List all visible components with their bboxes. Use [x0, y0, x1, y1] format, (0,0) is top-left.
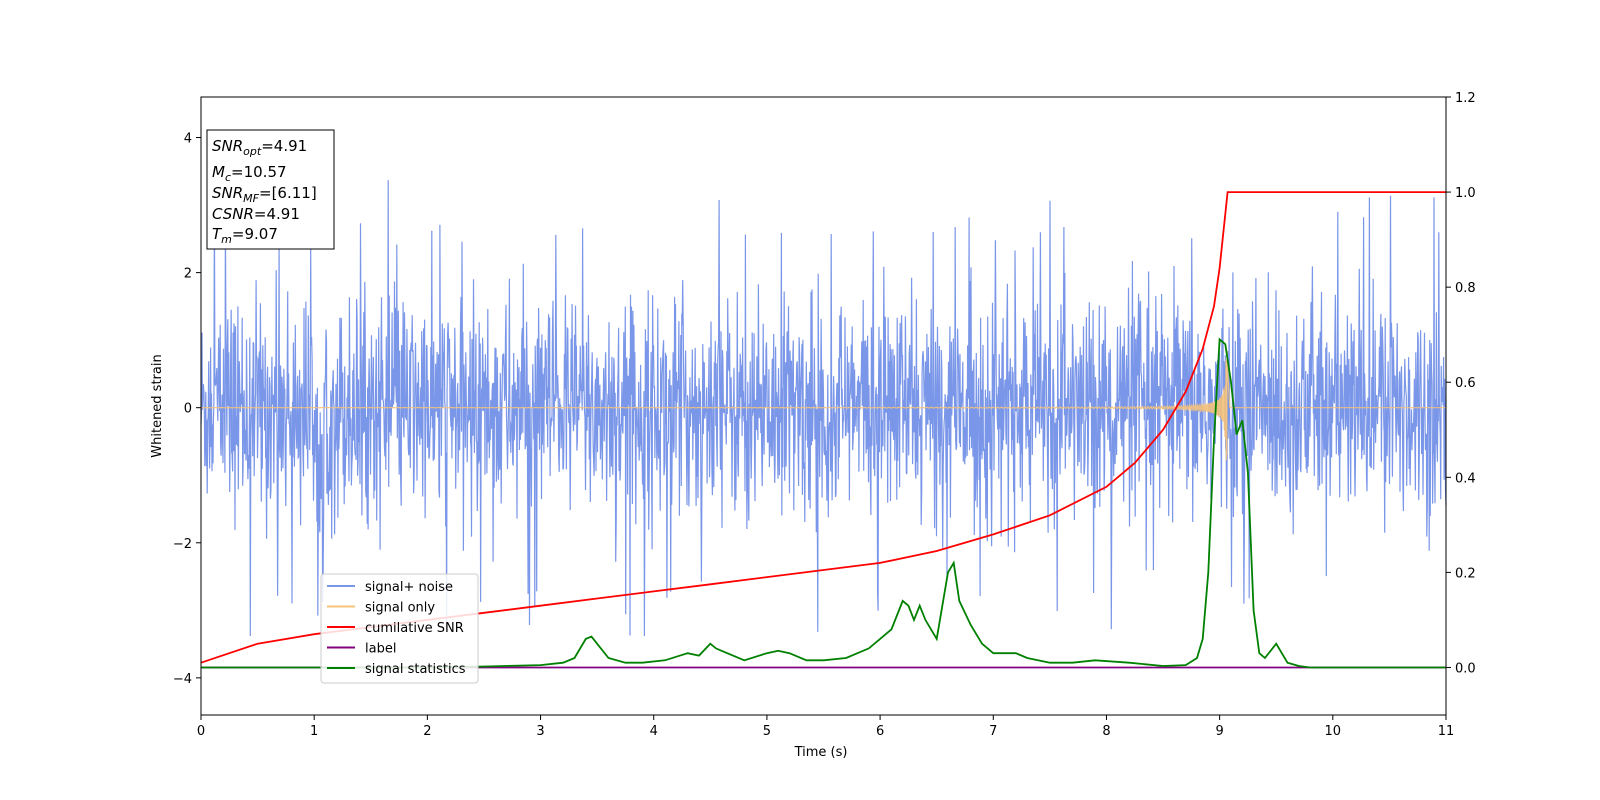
y2-tick-label: 0.0	[1455, 661, 1476, 676]
annotation-line: Mc=10.57	[212, 163, 287, 184]
annotation-frame	[206, 129, 335, 250]
annotation-line: SNRopt=4.91	[212, 137, 307, 158]
legend-entry: signal+ noise	[365, 580, 453, 595]
x-tick-label: 2	[423, 724, 431, 739]
y2-tick-label: 0.2	[1455, 566, 1476, 581]
x-tick-label: 9	[1215, 724, 1223, 739]
legend-entry: cumilative SNR	[365, 621, 464, 636]
x-tick-label: 7	[989, 724, 997, 739]
x-tick-label: 3	[536, 724, 544, 739]
x-tick-label: 4	[650, 724, 658, 739]
x-tick-label: 11	[1438, 724, 1455, 739]
y2-axis-ticks: 0.0 0.2 0.4 0.6 0.8 1.0 1.2	[1446, 91, 1476, 676]
x-tick-label: 0	[197, 724, 205, 739]
annotation-line: SNRMF=[6.11]	[212, 184, 317, 205]
legend-entry: signal only	[365, 601, 435, 616]
annotation-line: CSNR=4.91	[212, 205, 300, 223]
y-tick-label: 0	[184, 402, 192, 417]
legend-frame	[320, 573, 479, 684]
legend-entry: signal statistics	[365, 662, 466, 677]
y-tick-label: 4	[184, 132, 192, 147]
y2-tick-label: 0.4	[1455, 471, 1476, 486]
y2-tick-label: 0.6	[1455, 376, 1476, 391]
x-tick-label: 6	[876, 724, 884, 739]
parameter-annotation-box: SNRopt=4.91 Mc=10.57SNRMF=[6.11]CSNR=4.91…	[206, 129, 335, 250]
x-tick-label: 5	[763, 724, 771, 739]
y2-tick-label: 0.8	[1455, 281, 1476, 296]
x-tick-label: 10	[1325, 724, 1342, 739]
x-tick-label: 1	[310, 724, 318, 739]
x-axis-ticks: 0 1 2 3 4 5 6 7 8 9 10 11	[197, 715, 1454, 739]
y-tick-label: −4	[173, 672, 192, 687]
annotation-line: Tm=9.07	[212, 225, 278, 246]
y-axis-ticks: −4 −2 0 2 4	[173, 132, 201, 687]
y-tick-label: −2	[173, 537, 192, 552]
legend-entry: label	[365, 642, 396, 657]
x-tick-label: 8	[1102, 724, 1110, 739]
y2-tick-label: 1.2	[1455, 91, 1476, 106]
y-axis-label: Whitened strain	[150, 354, 165, 457]
signal-noise-series	[200, 180, 1447, 637]
signal-noise-line	[200, 180, 1447, 637]
legend: signal+ noise signal only cumilative SNR la…	[320, 573, 479, 684]
plot-area-frame	[200, 96, 1447, 716]
signal-statistics-line	[201, 337, 1446, 669]
y2-tick-label: 1.0	[1455, 186, 1476, 201]
signal-only-line	[200, 350, 1446, 461]
y-tick-label: 2	[184, 267, 192, 282]
signal-only-series	[200, 350, 1446, 461]
x-axis-label: Time (s)	[794, 745, 848, 760]
